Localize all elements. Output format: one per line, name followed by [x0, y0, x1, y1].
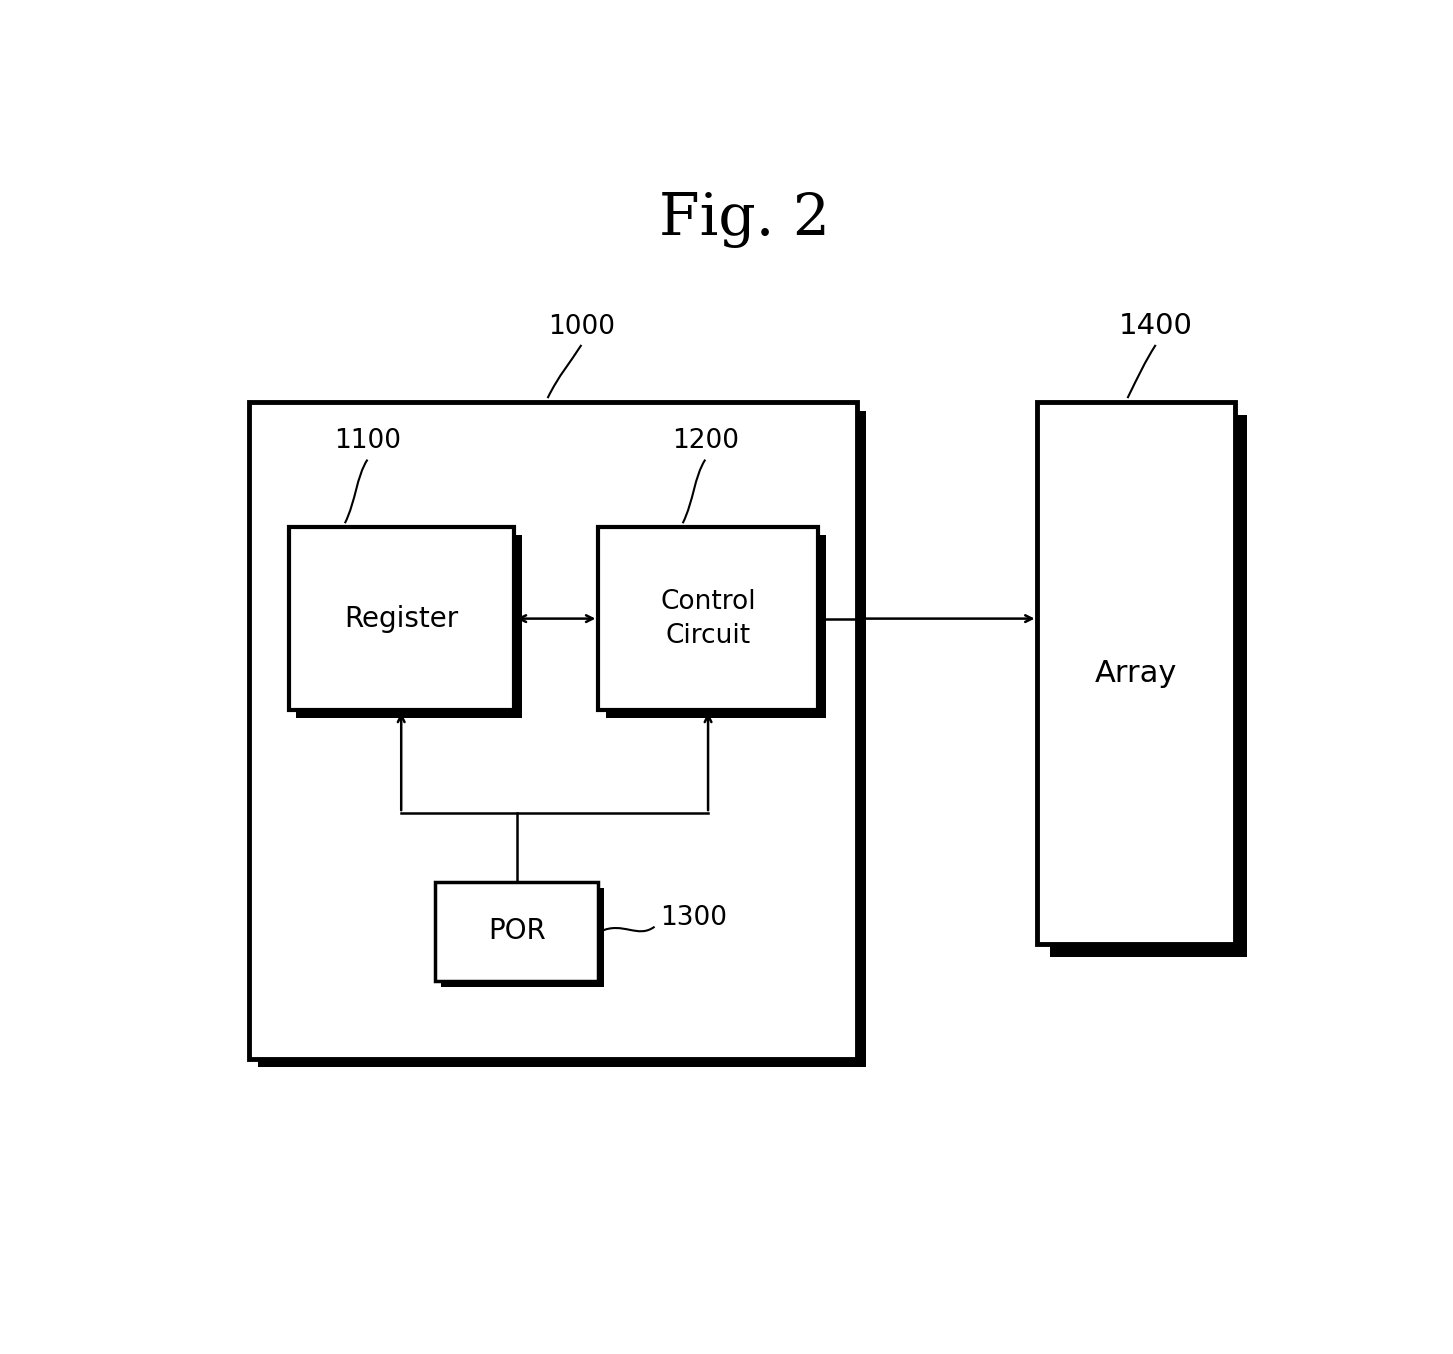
- Text: Control
Circuit: Control Circuit: [660, 589, 756, 649]
- Bar: [1037, 402, 1235, 945]
- Bar: [434, 881, 599, 980]
- Text: Fig. 2: Fig. 2: [660, 192, 830, 248]
- Text: Register: Register: [344, 605, 458, 632]
- Bar: [606, 535, 825, 718]
- Bar: [1051, 414, 1247, 957]
- Text: 1100: 1100: [334, 428, 401, 455]
- Text: Array: Array: [1094, 659, 1177, 688]
- Text: 1200: 1200: [671, 428, 738, 455]
- Text: POR: POR: [488, 918, 545, 945]
- Bar: [250, 402, 857, 1059]
- Text: 1400: 1400: [1119, 311, 1193, 340]
- Bar: [289, 528, 514, 709]
- Bar: [442, 888, 604, 987]
- Bar: [296, 535, 522, 718]
- Text: 1000: 1000: [548, 314, 615, 340]
- Bar: [599, 528, 818, 709]
- Bar: [257, 410, 866, 1067]
- Text: 1300: 1300: [660, 906, 726, 932]
